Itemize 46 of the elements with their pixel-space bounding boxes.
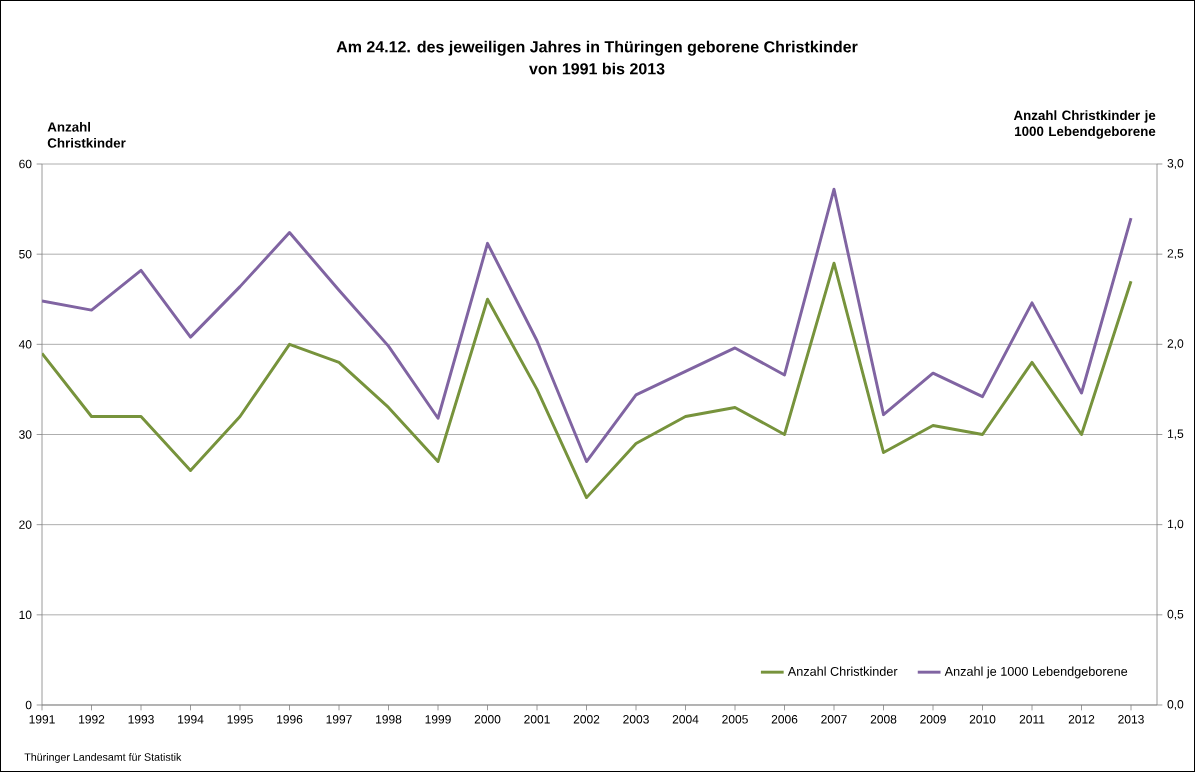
legend-label: Anzahl je 1000 Lebendgeborene [944,666,1128,679]
x-tick-label: 2012 [1068,715,1095,724]
x-tick-label: 1993 [128,715,154,724]
chart-subtitle: von 1991 bis 2013 [529,62,665,75]
y2-tick-label: 0,5 [1167,609,1184,620]
y-tick-label: 20 [19,520,32,529]
y2-tick-label: 0,0 [1167,700,1184,710]
x-tick-label: 2006 [771,715,798,724]
x-tick-label: 2002 [573,715,600,724]
y2-tick-label: 3,0 [1167,159,1184,169]
x-tick-label: 2007 [821,715,847,724]
x-tick-label: 2011 [1019,715,1045,724]
x-tick-label: 2005 [722,715,748,724]
y-tick-label: 50 [19,249,32,259]
y-axis-title: Anzahl Christkinder [47,121,126,148]
x-tick-label: 2008 [870,715,897,724]
legend-label: Anzahl Christkinder [787,666,898,676]
x-tick-label: 1991 [29,715,55,724]
x-tick-label: 2003 [623,715,649,724]
y2-tick-label: 1,5 [1167,429,1184,440]
y-tick-label: 10 [19,610,32,620]
x-tick-label: 2001 [524,715,550,724]
y2-tick-label: 2,5 [1167,249,1184,260]
x-tick-label: 1994 [178,715,204,724]
x-tick-label: 2013 [1118,715,1144,724]
x-tick-label: 2009 [920,715,946,724]
y-tick-label: 30 [19,430,32,439]
text: Thüringer Landesamt für Statistik [24,753,182,763]
x-tick-label: 1998 [376,715,402,724]
chart-title: Am 24.12. des jeweiligen Jahres in Thüringen geborene Christkinder [336,40,858,56]
y2-tick-label: 1,0 [1167,519,1184,530]
y2-axis-title: Anzahl Christkinder je 1000 Lebendgeborene [1013,110,1156,139]
x-tick-label: 1995 [227,715,253,724]
x-tick-label: 1992 [79,715,105,724]
x-tick-label: 1996 [277,715,303,724]
line-series [42,261,1133,500]
y-tick-label: 60 [19,159,32,169]
y-tick-label: 40 [18,340,32,349]
line-series [42,187,1133,464]
x-tick-label: 2000 [474,715,501,724]
x-tick-label: 2010 [969,715,996,724]
y-tick-label: 0 [25,700,32,710]
y2-tick-label: 2,0 [1167,339,1184,350]
x-tick-label: 1997 [326,715,352,724]
x-tick-label: 2004 [672,715,699,724]
x-tick-label: 1999 [425,715,451,724]
